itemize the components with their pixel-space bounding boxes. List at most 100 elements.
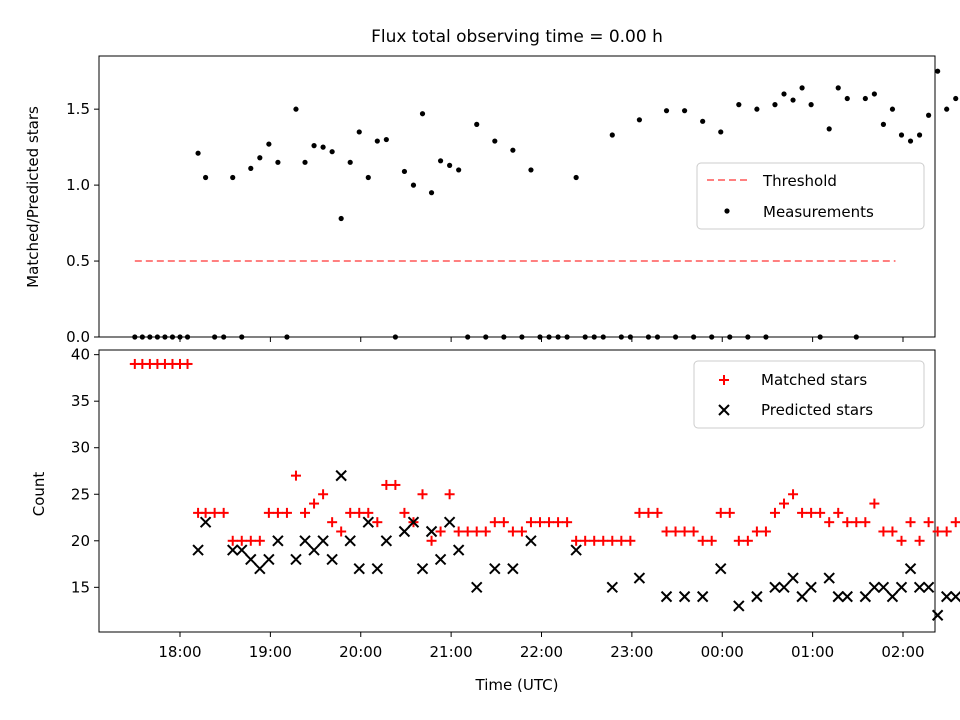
matched-point [661,526,672,537]
measurement-point [727,334,733,340]
measurement-point [573,174,579,181]
y-tick-label: 25 [71,485,90,503]
measurement-point [654,334,661,340]
matched-point [300,507,311,518]
measurement-point [907,138,914,144]
matched-point [742,535,753,546]
matched-point [254,535,265,546]
measurement-point [419,111,426,117]
measurement-point [392,334,398,340]
matched-point [851,517,862,528]
measurement-point [790,97,796,103]
measurement-point [302,159,308,165]
predicted-point [922,581,935,594]
predicted-point [471,581,483,594]
measurement-point [627,334,633,340]
matched-point [932,526,943,537]
measurement-point [853,334,859,340]
matched-point [788,489,799,500]
measurement-point [510,147,516,153]
predicted-point [263,553,275,566]
matched-point [589,535,600,546]
matched-point [489,517,500,528]
measurement-point [383,136,389,143]
matched-point [562,517,573,528]
legend: Threshold Measurements [696,162,925,230]
predicted-point [317,535,329,547]
matched-point [435,526,446,537]
matched-point [182,358,193,369]
measurement-point [266,141,272,147]
top-panel: 0.0 0.5 1.0 1.5 Threshold Measurements [66,55,959,346]
predicted-point [823,572,835,584]
matched-point [209,507,220,518]
matched-point [860,517,871,528]
measurement-point [700,118,706,124]
matched-point [263,507,274,518]
matched-point [290,470,301,481]
matched-point [426,535,437,546]
measurement-point [953,95,959,102]
measurement-point [230,174,236,181]
predicted-point [751,590,763,603]
measurement-point [745,334,751,340]
predicted-point [931,609,944,621]
matched-point [887,526,898,537]
measurement-point [248,165,254,171]
measurement-point [132,334,138,340]
measurement-point [195,150,201,156]
matched-point [679,526,690,537]
measurement-point [555,334,561,340]
measurement-point [162,334,168,340]
legend-measurement-swatch [724,208,730,214]
matched-point [652,507,663,518]
measurement-point [428,190,435,196]
matched-point [444,489,455,500]
measurement-point [483,334,489,340]
matched-point [914,535,925,546]
measurement-point [835,85,841,91]
matched-point [598,535,609,546]
legend-measurement-label: Measurements [763,203,874,221]
measurement-point [763,334,769,340]
predicted-point [443,516,456,528]
measurement-point [817,334,823,340]
matched-point [399,507,410,518]
predicted-point [290,553,302,566]
measurement-point [492,138,498,144]
matched-point [869,498,880,509]
measurement-point [203,174,209,181]
measurement-point [681,108,688,114]
legend-matched-label: Matched stars [761,371,867,389]
measurement-point [880,121,887,127]
predicted-point [696,590,709,603]
matched-point [697,535,708,546]
matched-point [363,507,374,518]
measurement-point [600,334,606,340]
predicted-point [660,590,673,603]
measurement-point [808,102,814,108]
x-tick-label: 23:00 [610,643,653,661]
predicted-point [904,563,917,575]
bottom-y-axis-label: Count [30,472,48,517]
x-tick-label: 18:00 [158,643,201,661]
legend-threshold-label: Threshold [762,172,837,190]
measurement-point [338,215,344,222]
predicted-point [452,544,465,556]
matched-point [905,517,916,528]
predicted-point [308,544,320,556]
top-y-axis-label: Matched/Predicted stars [24,106,42,288]
predicted-point [335,469,347,482]
predicted-point [733,600,745,612]
measurement-point [691,334,697,340]
matched-point [824,517,835,528]
measurement-point [410,182,417,188]
measurement-point [582,334,588,340]
predicted-point [407,516,420,528]
predicted-point [227,544,239,556]
chart-title: Flux total observing time = 0.00 h [371,27,663,47]
predicted-point [362,516,374,528]
measurement-point [356,129,362,135]
predicted-point [344,535,356,547]
x-axis-label: Time (UTC) [475,676,559,694]
